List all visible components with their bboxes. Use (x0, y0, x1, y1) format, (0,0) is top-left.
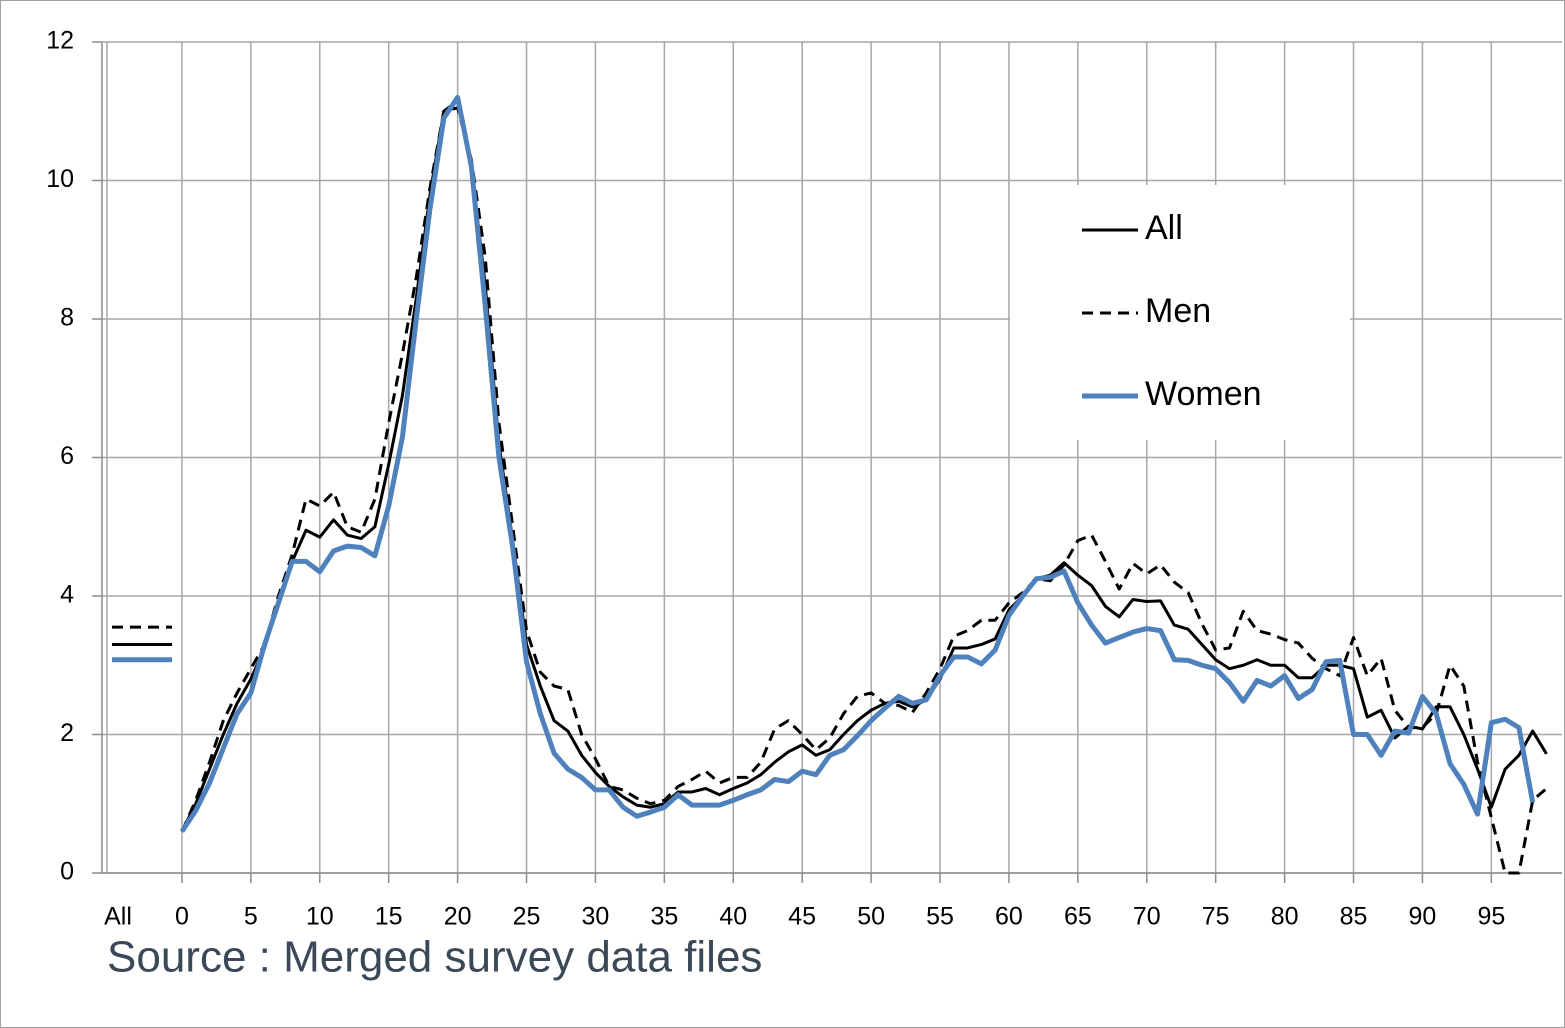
x-tick-label: 60 (995, 903, 1023, 931)
series-line (179, 94, 1536, 833)
x-tick-label: 55 (926, 903, 954, 931)
source-note: Source : Merged survey data files (107, 933, 762, 982)
x-tick-label: 90 (1409, 903, 1437, 931)
x-tick-label: 65 (1064, 903, 1092, 931)
x-tick-label: 50 (857, 903, 885, 931)
y-tick-label: 6 (60, 442, 74, 470)
series-line (180, 106, 1548, 875)
y-tick-label: 4 (60, 581, 74, 609)
y-tick-label: 8 (60, 304, 74, 332)
y-tick-label: 0 (60, 858, 74, 886)
legend-box (1010, 185, 1350, 440)
x-tick-label: 30 (582, 903, 610, 931)
x-tick-label: 5 (244, 903, 258, 931)
x-tick-label: 95 (1477, 903, 1505, 931)
y-tick-label: 12 (46, 27, 74, 55)
y-tick-label: 10 (46, 165, 74, 193)
x-tick-label: 80 (1271, 903, 1299, 931)
x-tick-label: 25 (513, 903, 541, 931)
x-tick-label: 35 (650, 903, 678, 931)
legend: All Men Women (1010, 185, 1350, 440)
x-tick-label: 0 (175, 903, 189, 931)
legend-label: Women (1145, 375, 1262, 413)
legend-label: All (1145, 209, 1183, 247)
axes: 0 2 4 6 8 10 12 0 5 10 15 20 25 30 35 40 45 50 55 60 65 70 75 8… (46, 27, 1562, 931)
x-tick-label: 10 (306, 903, 334, 931)
plot-lines (112, 94, 1548, 875)
x-tick-label: 40 (719, 903, 747, 931)
x-tick-label: 45 (788, 903, 816, 931)
x-tick-label: 15 (375, 903, 403, 931)
x-tick-label: 75 (1202, 903, 1230, 931)
x-tick-label: 70 (1133, 903, 1161, 931)
legend-label: Men (1145, 292, 1211, 330)
x-tick-label: All (104, 903, 132, 931)
x-tick-label: 20 (444, 903, 472, 931)
x-tick-label: 85 (1340, 903, 1368, 931)
y-tick-label: 2 (60, 719, 74, 747)
